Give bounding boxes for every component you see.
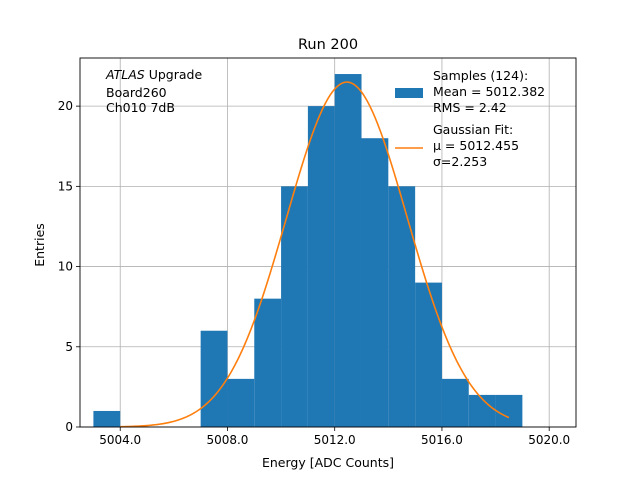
gaussian-fit-curve xyxy=(120,81,510,428)
histogram-bar xyxy=(93,410,121,427)
legend-text-samples: Samples (124): xyxy=(433,68,528,83)
x-tick-label: 5016.0 xyxy=(421,433,463,447)
histogram-bar xyxy=(254,298,282,427)
y-tick-label: 0 xyxy=(65,420,73,434)
histogram-bar xyxy=(307,106,335,427)
plot-area-frame xyxy=(79,57,577,428)
histogram-bar xyxy=(495,394,523,427)
x-tick-label: 5008.0 xyxy=(206,433,248,447)
y-tick-label: 10 xyxy=(58,260,73,274)
histogram-bar xyxy=(334,74,362,427)
x-tick-label: 5012.0 xyxy=(314,433,356,447)
x-tick-label: 5004.0 xyxy=(99,433,141,447)
legend-text-fit: μ = 5012.455 xyxy=(433,138,519,153)
legend-text-fit: σ=2.253 xyxy=(433,154,487,169)
gaussian-fit-line xyxy=(120,81,510,428)
annotation-line: Board260 xyxy=(106,85,167,100)
legend-patch-samples xyxy=(395,88,423,98)
histogram-bar xyxy=(281,186,308,427)
annotation-title-rest: Upgrade xyxy=(145,67,203,82)
histogram-bar xyxy=(361,138,389,427)
axis-ticks: 5004.0 5008.0 5012.0 5016.0 5020.0 0 5 10 15 20 xyxy=(58,99,570,447)
histogram-bar xyxy=(415,282,442,427)
annotation-line: Ch010 7dB xyxy=(106,100,175,115)
histogram-bar xyxy=(468,394,496,427)
histogram-bar xyxy=(388,186,416,427)
x-tick-label: 5020.0 xyxy=(528,433,570,447)
histogram-bar xyxy=(441,378,469,427)
legend-text-samples: RMS = 2.42 xyxy=(433,100,507,115)
x-axis-label: Energy [ADC Counts] xyxy=(262,455,394,470)
annotation-title: ATLAS Upgrade xyxy=(105,67,202,82)
histogram-bar xyxy=(200,330,228,427)
y-tick-label: 15 xyxy=(58,179,73,193)
histogram-bar xyxy=(227,378,255,427)
y-axis-label: Entries xyxy=(32,223,47,267)
legend-text-samples: Mean = 5012.382 xyxy=(433,84,545,99)
legend-text-fit: Gaussian Fit: xyxy=(433,122,513,137)
legend: Samples (124): Mean = 5012.382 RMS = 2.4… xyxy=(395,68,545,169)
y-tick-label: 5 xyxy=(65,340,73,354)
y-tick-label: 20 xyxy=(58,99,73,113)
atlas-annotation: ATLAS Upgrade Board260 Ch010 7dB xyxy=(105,67,202,115)
chart-title: Run 200 xyxy=(298,37,358,53)
histogram-bars xyxy=(93,74,523,427)
atlas-italic-text: ATLAS xyxy=(105,67,145,82)
